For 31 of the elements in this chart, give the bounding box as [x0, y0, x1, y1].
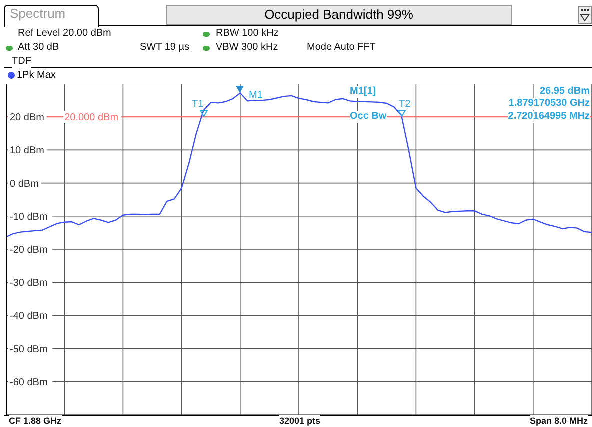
annotation: M1[1] — [350, 86, 376, 98]
annotation: Occ Bw — [350, 111, 387, 123]
annotation: M1 — [249, 90, 263, 102]
y-tick-label: -30 dBm — [10, 278, 48, 290]
annotation: 2.720164995 MHz — [508, 111, 590, 123]
text: Ref Level 20.00 dBm — [18, 28, 112, 40]
text: RBW 100 kHz — [216, 28, 279, 40]
text: CF 1.88 GHz — [9, 415, 62, 427]
text: Att 30 dB — [18, 42, 60, 54]
text: 32001 pts — [279, 415, 321, 427]
legend-label: 1Pk Max — [17, 70, 56, 81]
ref-line-label: 20.000 dBm — [64, 112, 119, 124]
text: SWT 19 µs — [140, 42, 190, 54]
y-tick-label: 0 dBm — [10, 178, 39, 190]
y-tick-label: -10 dBm — [10, 212, 48, 223]
chart-title: Occupied Bandwidth 99% — [166, 5, 512, 25]
text: VBW 300 kHz — [216, 42, 278, 54]
text: Spectrum — [10, 6, 66, 21]
annotation: T2 — [399, 99, 411, 111]
y-tick-label: -40 dBm — [10, 311, 48, 322]
text: TDF — [12, 56, 32, 68]
text: Span 8.0 MHz — [530, 415, 588, 427]
y-tick-label: -50 dBm — [10, 344, 48, 356]
y-tick-label: -60 dBm — [10, 377, 48, 388]
y-tick-label: -20 dBm — [10, 245, 48, 256]
y-tick-label: 20 dBm — [10, 112, 44, 124]
annotation: T1 — [192, 99, 204, 111]
text: Mode Auto FFT — [307, 42, 376, 54]
annotation: 1.879170530 GHz — [508, 98, 590, 110]
annotation: 26.95 dBm — [540, 86, 590, 98]
y-tick-label: 10 dBm — [10, 146, 44, 157]
